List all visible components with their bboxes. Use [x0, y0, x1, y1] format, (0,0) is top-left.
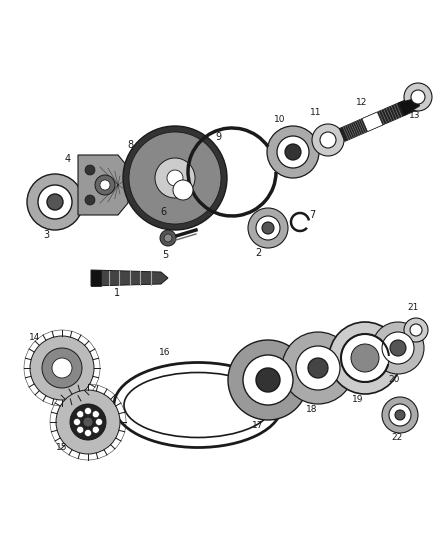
- Text: 15: 15: [56, 443, 68, 452]
- Circle shape: [155, 158, 195, 198]
- Circle shape: [27, 174, 83, 230]
- Polygon shape: [91, 270, 101, 286]
- Circle shape: [100, 180, 110, 190]
- Text: 7: 7: [309, 210, 315, 220]
- Circle shape: [167, 170, 183, 186]
- Circle shape: [42, 348, 82, 388]
- Polygon shape: [399, 98, 420, 116]
- Circle shape: [92, 411, 99, 418]
- Circle shape: [160, 230, 176, 246]
- Circle shape: [404, 83, 432, 111]
- Polygon shape: [339, 95, 421, 141]
- Circle shape: [341, 334, 389, 382]
- Circle shape: [382, 397, 418, 433]
- Circle shape: [56, 390, 120, 454]
- Circle shape: [77, 426, 84, 433]
- Circle shape: [285, 144, 301, 160]
- Circle shape: [256, 216, 280, 240]
- Circle shape: [296, 346, 340, 390]
- Circle shape: [248, 208, 288, 248]
- Circle shape: [282, 332, 354, 404]
- Text: 1: 1: [114, 288, 120, 298]
- Circle shape: [372, 322, 424, 374]
- Text: 11: 11: [310, 108, 322, 117]
- Circle shape: [38, 185, 72, 219]
- Text: 20: 20: [389, 375, 400, 384]
- Circle shape: [267, 126, 319, 178]
- Circle shape: [83, 417, 93, 427]
- Text: 8: 8: [127, 140, 133, 150]
- Circle shape: [277, 136, 309, 168]
- Polygon shape: [362, 112, 383, 132]
- Circle shape: [389, 404, 411, 426]
- Circle shape: [92, 426, 99, 433]
- Text: 4: 4: [65, 154, 71, 164]
- Circle shape: [123, 126, 227, 230]
- Text: 13: 13: [409, 111, 421, 120]
- Circle shape: [85, 165, 95, 175]
- Circle shape: [351, 344, 379, 372]
- Circle shape: [95, 175, 115, 195]
- Circle shape: [228, 340, 308, 420]
- Circle shape: [85, 408, 92, 415]
- Text: 2: 2: [255, 248, 261, 258]
- Text: 6: 6: [160, 207, 166, 217]
- Text: 22: 22: [392, 433, 403, 442]
- Circle shape: [243, 355, 293, 405]
- Polygon shape: [91, 270, 168, 286]
- Text: 10: 10: [274, 115, 286, 124]
- Text: 12: 12: [356, 98, 367, 107]
- Circle shape: [74, 418, 81, 425]
- Circle shape: [164, 234, 172, 242]
- Text: 14: 14: [29, 333, 41, 342]
- Circle shape: [411, 90, 425, 104]
- Text: 9: 9: [215, 132, 221, 142]
- Circle shape: [312, 124, 344, 156]
- Circle shape: [173, 180, 193, 200]
- Circle shape: [390, 340, 406, 356]
- Circle shape: [308, 358, 328, 378]
- Circle shape: [395, 410, 405, 420]
- Circle shape: [382, 332, 414, 364]
- Circle shape: [329, 322, 401, 394]
- Text: 16: 16: [159, 348, 171, 357]
- Text: 17: 17: [252, 421, 264, 430]
- Circle shape: [85, 195, 95, 205]
- Circle shape: [70, 404, 106, 440]
- Circle shape: [85, 430, 92, 437]
- Circle shape: [410, 324, 422, 336]
- Circle shape: [47, 194, 63, 210]
- Text: 19: 19: [352, 395, 364, 404]
- Circle shape: [52, 358, 72, 378]
- Polygon shape: [78, 155, 128, 215]
- Circle shape: [30, 336, 94, 400]
- Circle shape: [77, 411, 84, 418]
- Text: 21: 21: [407, 303, 419, 312]
- Text: 18: 18: [306, 405, 318, 414]
- Circle shape: [404, 318, 428, 342]
- Text: 5: 5: [162, 250, 168, 260]
- Circle shape: [95, 418, 102, 425]
- Text: 3: 3: [43, 230, 49, 240]
- Circle shape: [129, 132, 221, 224]
- Circle shape: [262, 222, 274, 234]
- Circle shape: [320, 132, 336, 148]
- Circle shape: [256, 368, 280, 392]
